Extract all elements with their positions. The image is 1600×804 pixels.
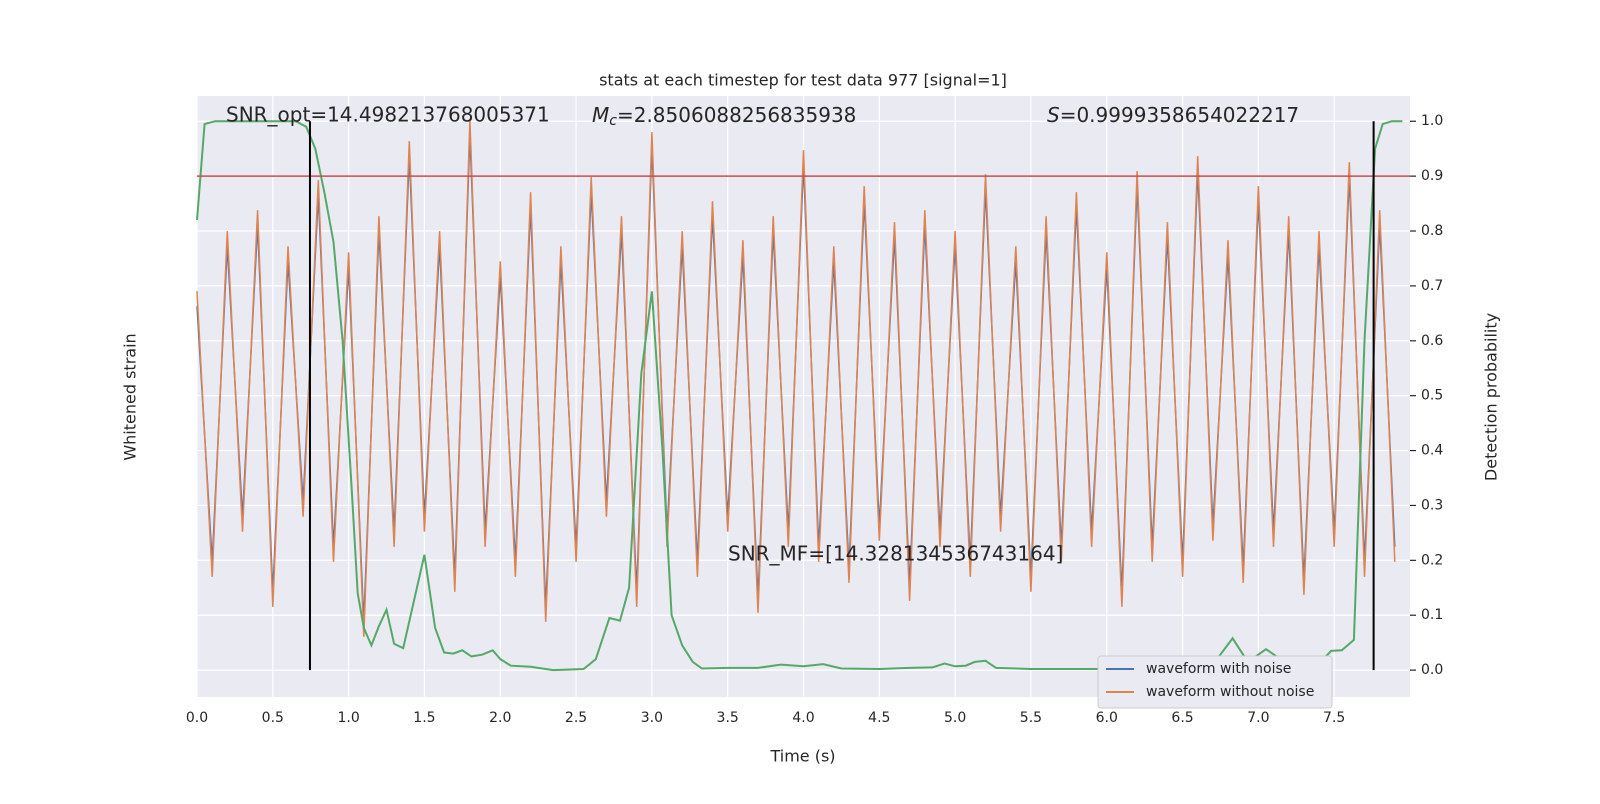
chart-title: stats at each timestep for test data 977… [599, 71, 1007, 90]
y2-tick-label: 0.9 [1421, 168, 1443, 184]
legend-label: waveform without noise [1146, 684, 1314, 700]
x-tick-label: 6.0 [1096, 710, 1118, 726]
y-axis-label: Whitened strain [121, 333, 140, 460]
annotation-subscript: c [609, 113, 617, 129]
x-tick-label: 7.5 [1323, 710, 1345, 726]
x-tick-label: 3.0 [641, 710, 663, 726]
y2-tick-label: 0.6 [1421, 333, 1443, 349]
y2-axis-label: Detection probability [1482, 313, 1501, 481]
x-tick-label: 1.0 [337, 710, 359, 726]
annotation-symbol: M [592, 103, 609, 127]
x-tick-label: 2.0 [489, 710, 511, 726]
x-tick-label: 4.0 [792, 710, 814, 726]
x-tick-label: 0.5 [262, 710, 284, 726]
annotation: SNR_MF=[14.328134536743164] [728, 542, 1063, 566]
x-tick-label: 0.0 [186, 710, 208, 726]
x-tick-label: 5.5 [1020, 710, 1042, 726]
legend: waveform with noise waveform without nois… [1097, 655, 1333, 709]
annotation: SNR_opt=14.498213768005371 [226, 103, 550, 127]
y2-tick-label: 0.3 [1421, 497, 1443, 513]
y2-tick-label: 0.5 [1421, 388, 1443, 404]
annotation-symbol: S [1047, 103, 1060, 127]
y2-tick-label: 1.0 [1421, 113, 1443, 129]
y2-tick-label: 0.7 [1421, 278, 1443, 294]
series-line [196, 119, 1396, 637]
x-tick-label: 5.0 [944, 710, 966, 726]
x-tick-label: 4.5 [868, 710, 890, 726]
marks [196, 119, 1410, 672]
y2-tick-label: 0.0 [1421, 662, 1443, 678]
x-tick-label: 3.5 [717, 710, 739, 726]
x-tick-label: 1.5 [413, 710, 435, 726]
y2-tick-label: 0.1 [1421, 607, 1443, 623]
x-tick-label: 2.5 [565, 710, 587, 726]
x-tick-label: 6.5 [1171, 710, 1193, 726]
y2-tick-label: 0.4 [1421, 443, 1443, 459]
legend-label: waveform with noise [1146, 661, 1291, 677]
annotation-text: =2.8506088256835938 [617, 103, 856, 127]
y2-tick-label: 0.2 [1421, 552, 1443, 568]
legend-box [1097, 655, 1333, 709]
annotation: Mc=2.8506088256835938 [592, 103, 856, 130]
y2-tick-label: 0.8 [1421, 223, 1443, 239]
annotation-text: =0.9999358654022217 [1060, 103, 1299, 127]
x-tick-label: 7.0 [1247, 710, 1269, 726]
annotations: SNR_opt=14.498213768005371 Mc=2.85060882… [226, 103, 1299, 566]
x-axis-label: Time (s) [769, 747, 835, 766]
series-line [196, 120, 1403, 672]
annotation: S=0.9999358654022217 [1047, 103, 1299, 127]
